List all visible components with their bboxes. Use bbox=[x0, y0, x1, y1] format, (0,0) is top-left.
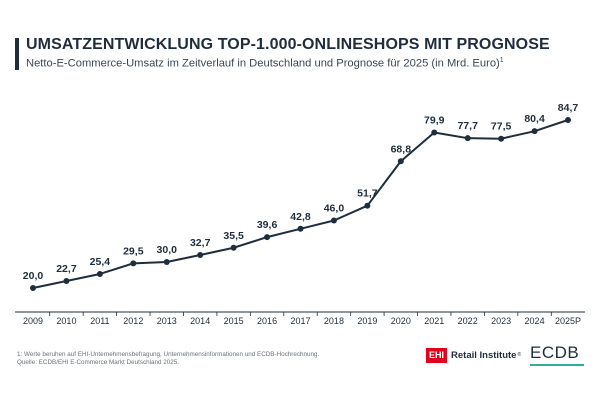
x-tick-label: 2016 bbox=[257, 316, 277, 326]
data-point bbox=[30, 285, 36, 291]
series-line-group bbox=[32, 119, 569, 289]
data-point bbox=[565, 117, 571, 123]
title-accent-bar bbox=[15, 38, 19, 70]
x-tick-label: 2013 bbox=[157, 316, 177, 326]
data-point bbox=[431, 129, 438, 136]
x-tick-label: 2014 bbox=[190, 316, 210, 326]
data-point bbox=[96, 270, 103, 277]
chart-subtitle: Netto-E-Commerce-Umsatz im Zeitverlauf i… bbox=[26, 57, 591, 70]
ecdb-logo: ECDB bbox=[530, 344, 584, 366]
data-label: 68,8 bbox=[391, 143, 412, 155]
x-tick-label: 2010 bbox=[56, 316, 76, 326]
footnote-source: Quelle: ECDB/EHI E-Commerce Markt Deutsc… bbox=[17, 359, 180, 366]
data-label: 77,5 bbox=[491, 121, 512, 133]
data-point bbox=[163, 259, 170, 266]
data-label: 46,0 bbox=[324, 202, 345, 214]
x-axis: 2009 2010 2011 2012 2013 2014 2015 2016 2017 2018… bbox=[15, 311, 585, 326]
chart-title: UMSATZENTWICKLUNG TOP-1.000-ONLINESHOPS … bbox=[26, 36, 550, 53]
data-label: 51,7 bbox=[357, 188, 378, 200]
x-tick-label: 2024 bbox=[525, 316, 545, 326]
data-label: 35,5 bbox=[223, 230, 244, 242]
subtitle-text: Netto-E-Commerce-Umsatz im Zeitverlauf i… bbox=[26, 57, 500, 70]
data-point bbox=[330, 217, 337, 224]
data-label: 79,9 bbox=[424, 114, 445, 126]
data-point bbox=[230, 244, 237, 251]
series-line bbox=[32, 119, 569, 289]
data-label: 22,7 bbox=[56, 263, 77, 275]
ehi-logo-box: EHI bbox=[426, 347, 448, 363]
ecdb-logo-underline bbox=[530, 364, 584, 366]
data-point bbox=[197, 252, 204, 259]
x-tick-label: 2020 bbox=[391, 316, 411, 326]
x-tick-label: 2021 bbox=[424, 316, 444, 326]
data-point bbox=[130, 260, 137, 267]
data-point bbox=[531, 128, 538, 135]
data-label: 29,5 bbox=[123, 245, 144, 257]
data-point bbox=[397, 158, 404, 165]
x-tick-label: 2012 bbox=[123, 316, 143, 326]
data-point bbox=[498, 135, 505, 142]
x-tick-label: 2009 bbox=[23, 316, 43, 326]
ecdb-logo-text: ECDB bbox=[530, 343, 580, 362]
data-label: 32,7 bbox=[190, 237, 211, 249]
data-label: 42,8 bbox=[290, 211, 311, 223]
x-tick-label: 2019 bbox=[357, 316, 377, 326]
subtitle-footnote-mark: 1 bbox=[499, 57, 504, 64]
data-label: 20,0 bbox=[23, 270, 44, 282]
data-label: 30,0 bbox=[157, 244, 178, 256]
data-label: 77,7 bbox=[457, 120, 478, 132]
data-point bbox=[297, 225, 304, 232]
ehi-logo-text: Retail Institute bbox=[451, 349, 517, 361]
data-label: 39,6 bbox=[257, 219, 278, 231]
data-point bbox=[364, 202, 371, 209]
x-tick-label: 2018 bbox=[324, 316, 344, 326]
data-point bbox=[264, 234, 271, 241]
x-tick-label: 2022 bbox=[458, 316, 478, 326]
footnote: 1: Werte beruhen auf EHI-Unternehmensbef… bbox=[17, 351, 407, 367]
data-labels: 20,0 22,7 25,4 29,5 30,0 32,7 35,5 39,6 42,8 46,0… bbox=[23, 102, 579, 282]
ehi-registered-mark: ® bbox=[517, 352, 522, 358]
x-tick-label: 2023 bbox=[491, 316, 511, 326]
data-label: 25,4 bbox=[90, 256, 111, 268]
data-points bbox=[30, 117, 571, 291]
ehi-logo: EHI Retail Institute ® bbox=[426, 347, 521, 363]
x-tick-label: 2011 bbox=[90, 316, 109, 326]
data-point bbox=[464, 135, 471, 142]
data-point bbox=[63, 277, 70, 284]
footnote-note: 1: Werte beruhen auf EHI-Unternehmensbef… bbox=[17, 351, 320, 358]
x-tick-label: 2015 bbox=[224, 316, 244, 326]
data-label: 80,4 bbox=[524, 113, 545, 125]
x-tick-label: 2025P bbox=[555, 316, 581, 326]
data-label: 84,7 bbox=[558, 102, 579, 114]
x-tick-label: 2017 bbox=[290, 316, 310, 326]
